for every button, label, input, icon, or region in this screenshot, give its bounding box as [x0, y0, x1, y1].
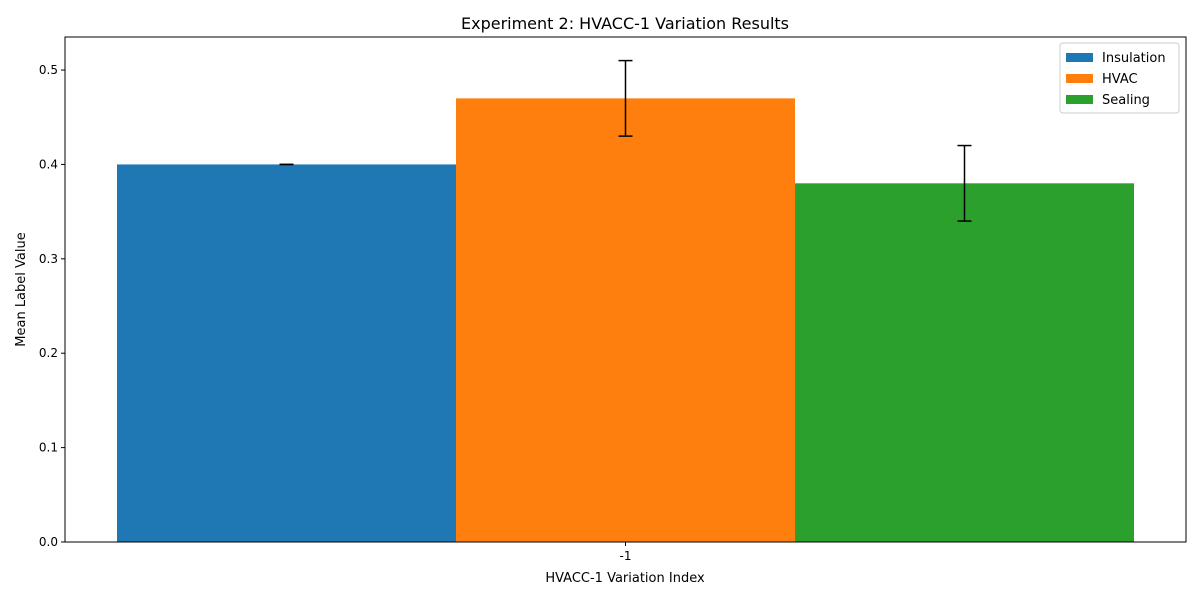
error-bar-hvac	[618, 59, 633, 137]
y-tick-label: 0.3	[39, 252, 58, 266]
chart-title: Experiment 2: HVACC-1 Variation Results	[461, 14, 789, 33]
legend-item-insulation[interactable]: Insulation	[1066, 51, 1166, 66]
legend-swatch	[1066, 95, 1093, 104]
legend-label: Sealing	[1102, 93, 1150, 108]
bars-layer	[117, 98, 1134, 543]
y-tick-label: 0.0	[39, 535, 58, 549]
y-tick-label: 0.2	[39, 346, 58, 360]
legend-swatch	[1066, 74, 1093, 83]
y-tick-label: 0.5	[39, 63, 58, 77]
legend-item-sealing[interactable]: Sealing	[1066, 93, 1150, 108]
bar-insulation	[117, 164, 456, 542]
x-axis-label: HVACC-1 Variation Index	[545, 571, 705, 586]
legend-label: Insulation	[1102, 51, 1166, 66]
error-bar-sealing	[957, 144, 972, 222]
error-bars-layer	[279, 59, 972, 222]
y-axis-label: Mean Label Value	[14, 232, 29, 346]
legend-label: HVAC	[1102, 72, 1138, 87]
y-tick-label: 0.1	[39, 441, 58, 455]
legend-swatch	[1066, 53, 1093, 62]
legend-item-hvac[interactable]: HVAC	[1066, 72, 1138, 87]
bar-hvac	[456, 98, 795, 543]
legend[interactable]: Insulation HVAC Sealing	[1059, 42, 1180, 114]
y-axis: 0.0 0.1 0.2 0.3 0.4 0.5	[39, 63, 65, 549]
y-tick-label: 0.4	[39, 157, 58, 171]
x-axis: -1	[620, 542, 632, 563]
x-tick-label: -1	[620, 549, 632, 563]
bar-sealing	[795, 183, 1134, 542]
